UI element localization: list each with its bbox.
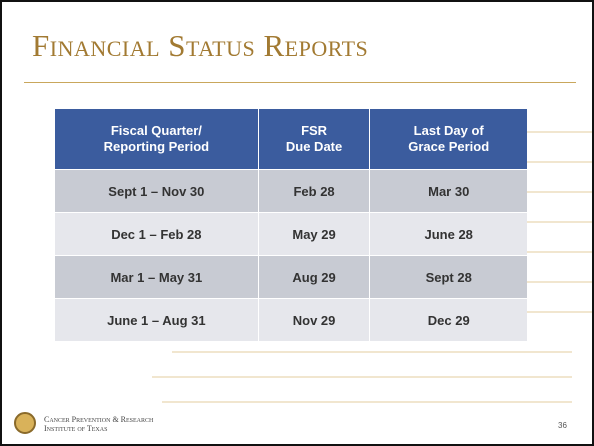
header-line: Reporting Period [56, 139, 257, 155]
title-rule [24, 82, 576, 83]
header-line: FSR [260, 123, 369, 139]
table-cell: Nov 29 [258, 299, 370, 342]
organization-line: Cancer Prevention & Research [44, 415, 153, 424]
table-cell: June 1 – Aug 31 [55, 299, 258, 342]
table-cell: Mar 1 – May 31 [55, 256, 258, 299]
table-cell: May 29 [258, 213, 370, 256]
header-line: Last Day of [371, 123, 526, 139]
header-line: Fiscal Quarter/ [56, 123, 257, 139]
header-cell: Fiscal Quarter/Reporting Period [55, 109, 258, 170]
table-cell: June 28 [370, 213, 527, 256]
table-cell: Dec 1 – Feb 28 [55, 213, 258, 256]
table-cell: Mar 30 [370, 170, 527, 213]
table-cell: Feb 28 [258, 170, 370, 213]
logo [14, 412, 36, 434]
organization-line: Institute of Texas [44, 424, 153, 433]
table-cell: Dec 29 [370, 299, 527, 342]
table-cell: Sept 28 [370, 256, 527, 299]
slide-title: Financial Status Reports [32, 28, 368, 64]
table-cell: Aug 29 [258, 256, 370, 299]
header-line: Grace Period [371, 139, 526, 155]
table-cell: Sept 1 – Nov 30 [55, 170, 258, 213]
page-number: 36 [558, 421, 567, 430]
header-line: Due Date [260, 139, 369, 155]
slide: Financial Status Reports Fiscal Quarter/… [0, 0, 594, 446]
